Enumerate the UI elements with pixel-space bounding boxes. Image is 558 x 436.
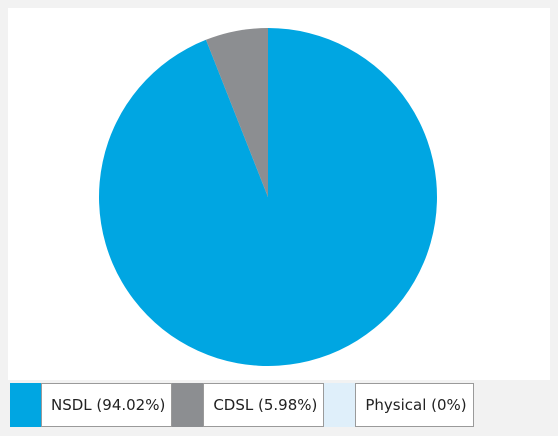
legend-swatch <box>10 383 41 427</box>
legend-item: CDSL (5.98%) <box>172 383 325 427</box>
legend-swatch <box>172 383 204 427</box>
legend-label: CDSL (5.98%) <box>203 383 325 427</box>
pie-slice <box>205 28 268 197</box>
plot-area <box>8 8 550 380</box>
legend-swatch <box>324 383 356 427</box>
pie-slice <box>98 28 437 367</box>
legend-item: Physical (0%) <box>324 383 474 427</box>
legend-label: NSDL (94.02%) <box>41 383 173 427</box>
legend: NSDL (94.02%) CDSL (5.98%) Physical (0%) <box>10 383 474 427</box>
legend-label: Physical (0%) <box>355 383 474 427</box>
legend-item: NSDL (94.02%) <box>10 383 173 427</box>
